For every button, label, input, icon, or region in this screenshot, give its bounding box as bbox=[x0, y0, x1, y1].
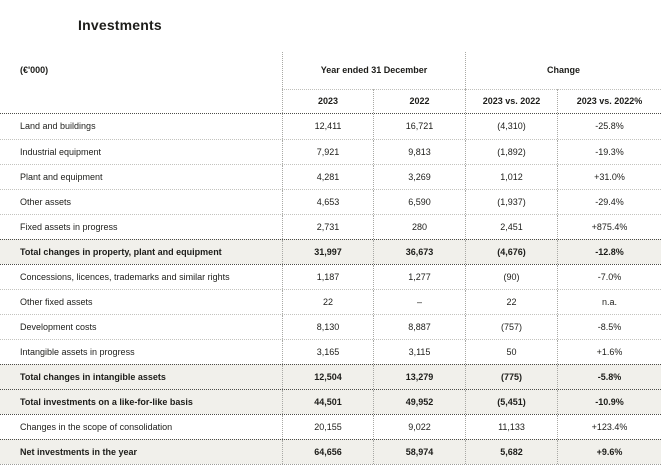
value-2023: 4,653 bbox=[282, 190, 373, 214]
value-2022: 6,590 bbox=[373, 190, 465, 214]
value-change: (1,892) bbox=[465, 140, 557, 164]
table-row: Intangible assets in progress 3,165 3,11… bbox=[0, 339, 661, 364]
row-label: Other fixed assets bbox=[20, 296, 93, 307]
row-label: Other assets bbox=[20, 196, 72, 207]
value-change: (1,937) bbox=[465, 190, 557, 214]
value-2022: – bbox=[373, 290, 465, 314]
value-2022: 8,887 bbox=[373, 315, 465, 339]
row-label: Industrial equipment bbox=[20, 146, 102, 157]
value-change: 2,451 bbox=[465, 215, 557, 239]
value-change: 50 bbox=[465, 340, 557, 364]
table-row: Total changes in intangible assets 12,50… bbox=[0, 364, 661, 389]
column-group-row: (€'000) Year ended 31 December Change bbox=[0, 52, 661, 89]
value-change: (5,451) bbox=[465, 390, 557, 414]
row-label: Development costs bbox=[20, 321, 97, 332]
value-2022: 1,277 bbox=[373, 265, 465, 289]
table-row: Total changes in property, plant and equ… bbox=[0, 239, 661, 264]
table-row: Industrial equipment 7,921 9,813 (1,892)… bbox=[0, 139, 661, 164]
value-2023: 1,187 bbox=[282, 265, 373, 289]
value-change-pct: -10.9% bbox=[557, 390, 661, 414]
value-2023: 12,504 bbox=[282, 365, 373, 389]
table-body: Land and buildings 12,411 16,721 (4,310)… bbox=[0, 114, 661, 465]
column-header-spacer bbox=[0, 89, 282, 113]
value-2023: 20,155 bbox=[282, 415, 373, 439]
value-change: (4,676) bbox=[465, 240, 557, 264]
value-change-pct: -7.0% bbox=[557, 265, 661, 289]
table-row: Net investments in the year 64,656 58,97… bbox=[0, 439, 661, 464]
table-row: Plant and equipment 4,281 3,269 1,012 +3… bbox=[0, 164, 661, 189]
table-row: Changes in the scope of consolidation 20… bbox=[0, 414, 661, 439]
table-row: Fixed assets in progress 2,731 280 2,451… bbox=[0, 214, 661, 239]
row-label: Land and buildings bbox=[20, 121, 96, 131]
value-2023: 8,130 bbox=[282, 315, 373, 339]
value-2022: 280 bbox=[373, 215, 465, 239]
row-label: Total changes in intangible assets bbox=[20, 371, 166, 382]
value-change-pct: -29.4% bbox=[557, 190, 661, 214]
row-label: Concessions, licences, trademarks and si… bbox=[20, 271, 230, 282]
value-change: (4,310) bbox=[465, 114, 557, 139]
value-change-pct: -12.8% bbox=[557, 240, 661, 264]
value-2023: 64,656 bbox=[282, 440, 373, 464]
value-change-pct: +123.4% bbox=[557, 415, 661, 439]
value-2023: 31,997 bbox=[282, 240, 373, 264]
value-change-pct: +875.4% bbox=[557, 215, 661, 239]
column-header-2022: 2022 bbox=[373, 89, 465, 113]
column-header-row: 2023 2022 2023 vs. 2022 2023 vs. 2022% bbox=[0, 89, 661, 113]
value-change-pct: n.a. bbox=[557, 290, 661, 314]
value-2023: 22 bbox=[282, 290, 373, 314]
row-label: Plant and equipment bbox=[20, 171, 103, 182]
table-row: Total investments on a like-for-like bas… bbox=[0, 389, 661, 414]
value-change-pct: +1.6% bbox=[557, 340, 661, 364]
row-label: Total changes in property, plant and equ… bbox=[20, 246, 222, 257]
value-change-pct: +9.6% bbox=[557, 440, 661, 464]
value-2022: 36,673 bbox=[373, 240, 465, 264]
row-label: Fixed assets in progress bbox=[20, 221, 118, 232]
value-2022: 9,022 bbox=[373, 415, 465, 439]
table-row: Concessions, licences, trademarks and si… bbox=[0, 264, 661, 289]
value-2022: 58,974 bbox=[373, 440, 465, 464]
column-group-year-ended: Year ended 31 December bbox=[282, 52, 465, 89]
row-label: Total investments on a like-for-like bas… bbox=[20, 396, 193, 407]
column-group-change: Change bbox=[465, 52, 661, 89]
unit-label: (€'000) bbox=[20, 65, 49, 75]
value-change: (775) bbox=[465, 365, 557, 389]
value-2023: 44,501 bbox=[282, 390, 373, 414]
table-row: Development costs 8,130 8,887 (757) -8.5… bbox=[0, 314, 661, 339]
value-change: 1,012 bbox=[465, 165, 557, 189]
value-2022: 13,279 bbox=[373, 365, 465, 389]
value-change: (90) bbox=[465, 265, 557, 289]
column-header-change-abs: 2023 vs. 2022 bbox=[465, 89, 557, 113]
table-header: (€'000) Year ended 31 December Change 20… bbox=[0, 52, 661, 114]
column-header-change-pct: 2023 vs. 2022% bbox=[557, 89, 661, 113]
value-change: 5,682 bbox=[465, 440, 557, 464]
value-2023: 4,281 bbox=[282, 165, 373, 189]
value-2023: 12,411 bbox=[282, 114, 373, 139]
table-row: Land and buildings 12,411 16,721 (4,310)… bbox=[0, 114, 661, 139]
value-change: (757) bbox=[465, 315, 557, 339]
table-row: Other assets 4,653 6,590 (1,937) -29.4% bbox=[0, 189, 661, 214]
value-change: 22 bbox=[465, 290, 557, 314]
page-title: Investments bbox=[78, 17, 162, 33]
value-change-pct: -19.3% bbox=[557, 140, 661, 164]
row-label: Intangible assets in progress bbox=[20, 346, 135, 357]
value-2023: 3,165 bbox=[282, 340, 373, 364]
value-2022: 3,269 bbox=[373, 165, 465, 189]
value-2023: 7,921 bbox=[282, 140, 373, 164]
value-2022: 9,813 bbox=[373, 140, 465, 164]
investments-table: (€'000) Year ended 31 December Change 20… bbox=[0, 52, 661, 465]
value-change-pct: -5.8% bbox=[557, 365, 661, 389]
value-2022: 49,952 bbox=[373, 390, 465, 414]
table-row: Other fixed assets 22 – 22 n.a. bbox=[0, 289, 661, 314]
row-label: Net investments in the year bbox=[20, 446, 138, 457]
value-change-pct: -8.5% bbox=[557, 315, 661, 339]
value-2022: 16,721 bbox=[373, 114, 465, 139]
value-2023: 2,731 bbox=[282, 215, 373, 239]
value-change: 11,133 bbox=[465, 415, 557, 439]
row-label: Changes in the scope of consolidation bbox=[20, 421, 173, 432]
value-2022: 3,115 bbox=[373, 340, 465, 364]
column-header-2023: 2023 bbox=[282, 89, 373, 113]
value-change-pct: -25.8% bbox=[557, 114, 661, 139]
value-change-pct: +31.0% bbox=[557, 165, 661, 189]
